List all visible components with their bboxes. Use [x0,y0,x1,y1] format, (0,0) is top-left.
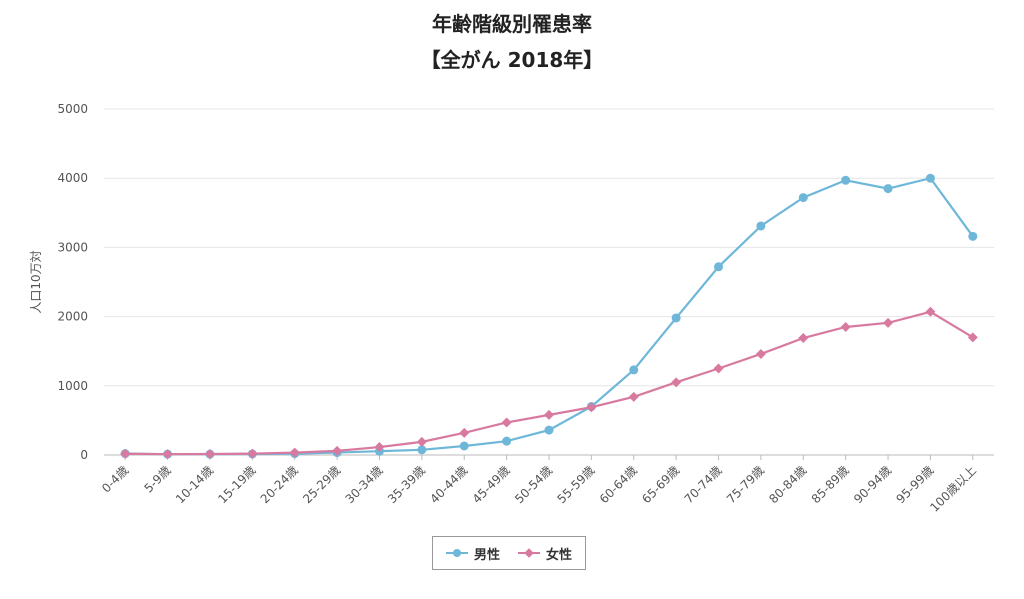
data-point[interactable] [501,417,512,428]
x-tick-label: 80-84歳 [766,463,809,506]
data-point[interactable] [162,449,173,460]
x-tick-label: 5-9歳 [141,463,173,495]
data-point[interactable] [502,436,512,446]
legend-male-swatch-icon [445,548,468,558]
legend-item-male[interactable]: 男性 [445,544,500,563]
x-tick-label: 90-94歳 [851,463,894,506]
line-chart: 0 1000 2000 3000 4000 5000 0-4歳 5-9歳 10-14歳 15-1… [29,102,994,515]
data-point[interactable] [544,409,554,420]
data-point[interactable] [883,317,894,328]
data-point[interactable] [629,365,639,375]
data-point[interactable] [586,402,597,413]
x-tick-label: 65-69歳 [639,463,682,506]
x-tick-label: 85-89歳 [809,463,852,506]
y-tick-label: 4000 [57,171,88,185]
y-axis-label: 人口10万対 [29,250,43,313]
x-tick-label: 40-44歳 [427,463,470,506]
data-point[interactable] [247,448,258,459]
data-point[interactable] [798,193,808,203]
data-point[interactable] [204,449,215,460]
data-point[interactable] [459,427,470,438]
data-point[interactable] [925,173,935,183]
x-tick-label: 60-64歳 [597,463,640,506]
data-point[interactable] [968,231,978,241]
y-tick-label: 2000 [57,310,88,324]
data-point[interactable] [755,348,766,359]
legend-item-female[interactable]: 女性 [518,544,572,563]
x-tick-label: 35-39歳 [385,463,428,506]
y-tick-label: 0 [80,448,88,462]
legend-female-swatch-icon [518,548,540,558]
data-point[interactable] [459,441,469,451]
legend-female-label: 女性 [546,547,573,563]
data-point[interactable] [883,184,893,194]
data-point[interactable] [120,448,131,459]
x-tick-label: 10-14歳 [173,463,216,506]
data-point[interactable] [671,377,682,388]
x-tick-label: 25-29歳 [300,463,343,506]
x-tick-label: 0-4歳 [99,463,131,495]
x-tick-label: 70-74歳 [682,463,725,506]
data-point[interactable] [714,262,724,272]
x-tick-label: 45-49歳 [470,463,513,506]
data-point[interactable] [925,306,936,317]
y-tick-label: 1000 [57,379,88,393]
x-tick-label: 20-24歳 [258,463,301,506]
data-point[interactable] [416,436,427,447]
legend-male-label: 男性 [473,547,500,563]
data-point[interactable] [628,391,639,402]
data-point[interactable] [967,332,978,343]
data-point[interactable] [840,321,851,332]
x-tick-label: 75-79歳 [724,463,767,506]
gridlines [104,108,994,456]
x-axis-ticks: 0-4歳 5-9歳 10-14歳 15-19歳 20-24歳 25-29歳 30-34歳 35… [99,455,979,515]
y-tick-label: 3000 [57,240,88,254]
x-tick-label: 95-99歳 [894,463,937,506]
y-tick-label: 5000 [57,102,88,116]
chart-title-line2: 【全がん 2018年】 [420,48,604,72]
data-point[interactable] [374,442,385,453]
y-axis-ticks: 0 1000 2000 3000 4000 5000 [57,102,88,462]
series-lines [120,173,978,460]
legend: 男性 女性 [432,536,586,570]
x-tick-label: 55-59歳 [554,463,597,506]
x-tick-label: 30-34歳 [343,463,386,506]
data-point[interactable] [841,175,851,185]
data-point[interactable] [671,313,681,323]
data-point[interactable] [798,333,809,344]
x-tick-label: 15-19歳 [215,463,258,506]
data-point[interactable] [332,445,343,456]
x-tick-label: 50-54歳 [512,463,555,506]
chart-title-line1: 年齢階級別罹患率 [432,12,592,36]
data-point[interactable] [544,425,554,435]
data-point[interactable] [417,445,427,455]
data-point[interactable] [289,447,300,458]
data-point[interactable] [713,363,724,374]
x-tick-label: 100歳以上 [927,463,979,515]
data-point[interactable] [756,221,766,231]
